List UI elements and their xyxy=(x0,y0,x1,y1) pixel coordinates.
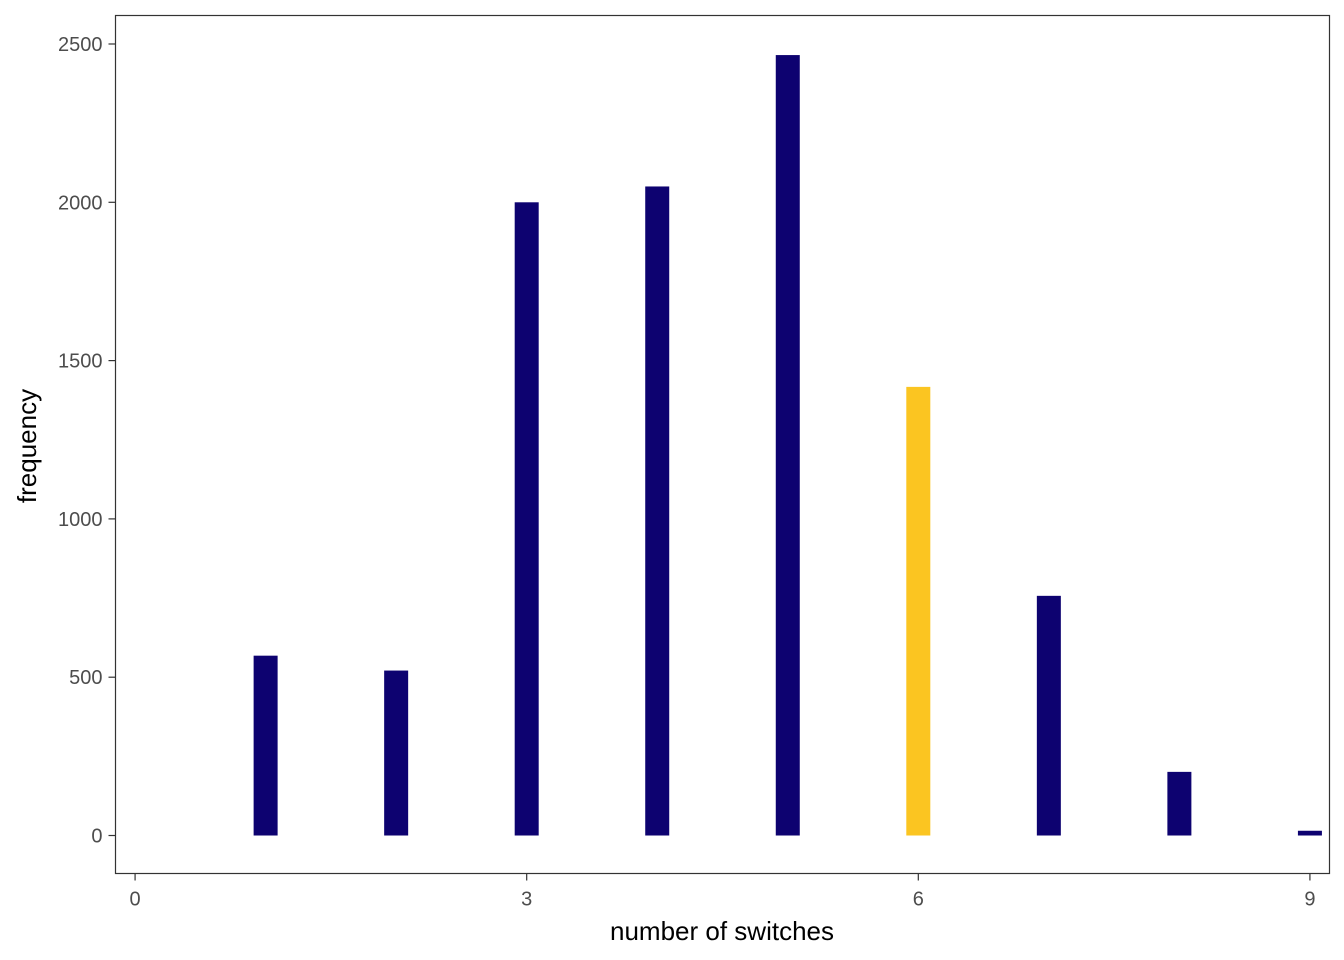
bar-9 xyxy=(1297,830,1322,836)
bar-8 xyxy=(1167,771,1192,836)
x-axis: 0 3 6 9 xyxy=(130,873,1315,911)
bar-6 xyxy=(906,386,931,836)
x-axis-title: number of switches xyxy=(610,916,834,946)
x-tick-label-6: 6 xyxy=(913,889,924,911)
x-tick-label-3: 3 xyxy=(521,889,532,911)
y-tick-label-2000: 2000 xyxy=(58,192,103,214)
y-tick-label-1000: 1000 xyxy=(58,509,103,531)
bar-2 xyxy=(384,670,409,836)
y-axis: 0 500 1000 1500 2000 2500 xyxy=(58,34,116,848)
bars xyxy=(253,55,1322,836)
y-tick-label-2500: 2500 xyxy=(58,34,103,56)
x-tick-label-0: 0 xyxy=(130,889,141,911)
bar-4 xyxy=(645,186,670,836)
x-tick-label-9: 9 xyxy=(1304,889,1315,911)
bar-7 xyxy=(1036,595,1061,836)
y-tick-label-0: 0 xyxy=(91,826,102,848)
y-tick-label-500: 500 xyxy=(69,667,102,689)
bar-5 xyxy=(775,55,800,836)
y-tick-label-1500: 1500 xyxy=(58,351,103,373)
bar-1 xyxy=(253,655,278,836)
y-axis-title: frequency xyxy=(12,389,42,503)
plot-panel xyxy=(114,14,1331,875)
bar-3 xyxy=(514,202,539,836)
